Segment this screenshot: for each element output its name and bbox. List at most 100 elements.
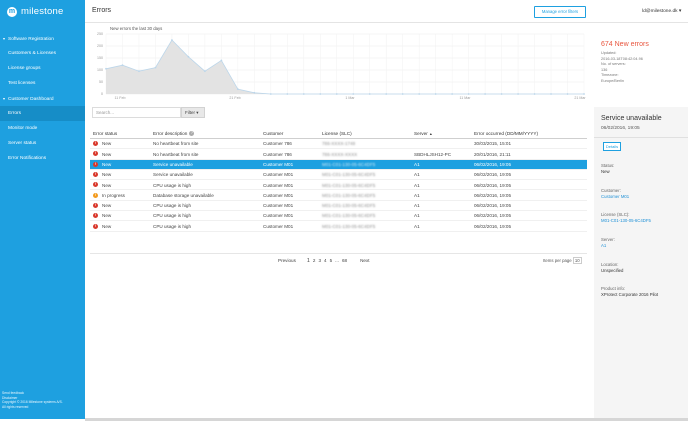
chart-area (106, 40, 584, 94)
sidebar-item-server-status[interactable]: Server status (0, 136, 85, 151)
page-link[interactable]: 3 (318, 258, 321, 263)
sidebar-item-monitor-mode[interactable]: Monitor mode (0, 121, 85, 136)
y-tick-label: 150 (97, 56, 103, 60)
chevron-down-icon: ▾ (196, 110, 199, 115)
page-link[interactable]: 68 (341, 258, 348, 263)
cell-status: New (102, 213, 112, 219)
cell-server: A1 (414, 213, 420, 219)
stats-line: No. of servers: (601, 62, 626, 67)
footer-link[interactable]: Disclaimer (2, 395, 18, 400)
data-point (368, 93, 371, 95)
detail-divider (594, 137, 688, 138)
data-point (401, 93, 404, 95)
user-menu[interactable]: ld@milestone.dk ▾ (642, 9, 681, 14)
column-license[interactable]: License (SLC) (322, 131, 352, 136)
info-icon[interactable]: ? (189, 131, 195, 137)
table-row[interactable]: ! New Service unavailable Customer M01 M01-C… (90, 170, 587, 181)
detail-field-label: Server: (601, 237, 615, 242)
page-link[interactable]: 5 (329, 258, 333, 263)
table-row[interactable]: ! New CPU usage is high Customer M01 M01-C01… (90, 221, 587, 232)
detail-title: Service unavailable (601, 115, 662, 122)
column-error-description[interactable]: Error description? (153, 131, 195, 137)
sidebar-item-customer-dashboard[interactable]: ▾ Customer Dashboard (0, 91, 85, 106)
table-row[interactable]: ! New Service unavailable Customer M01 M01-C… (90, 159, 587, 170)
column-error-occurred[interactable]: Error occurred (DD/MM/YYYY) (474, 131, 539, 136)
cell-description: CPU usage is high (153, 182, 192, 188)
data-point (236, 88, 239, 91)
footer-link[interactable]: Send feedback (2, 391, 24, 395)
cell-status: New (102, 172, 112, 178)
previous-page-link[interactable]: Previous (278, 258, 296, 263)
table-row[interactable]: ! New CPU usage is high Customer M01 M01-C01… (90, 201, 587, 212)
header-divider (85, 22, 688, 23)
page-link[interactable]: 4 (324, 258, 327, 263)
table-row[interactable]: ! In progress Database storage unavailable… (90, 190, 587, 201)
next-page-link[interactable]: Next (360, 258, 370, 263)
detail-field: Location: Unspecified (601, 262, 623, 275)
table-row[interactable]: ! New No heartbeat from site Customer 786 78… (90, 139, 587, 150)
x-tick-label: 21 Mar (574, 96, 586, 100)
cell-occurred: 06/02/2016, 19:05 (474, 182, 512, 188)
error-icon: ! (93, 172, 98, 178)
stats-line: 2016-03-18T08:42:04.96 (601, 56, 643, 61)
data-point (121, 64, 124, 67)
sidebar-item-license-groups[interactable]: License groups (0, 61, 85, 76)
details-button[interactable]: Details (603, 142, 621, 151)
detail-field-value[interactable]: A1 (601, 243, 607, 249)
cell-customer: Customer M01 (263, 161, 294, 167)
chart-title: New errors the last 30 days (110, 26, 163, 31)
cell-customer: Customer 786 (263, 151, 292, 157)
sidebar-item-customers-licenses[interactable]: Customers & Licenses (0, 46, 85, 61)
data-point (154, 66, 157, 69)
sidebar-item-test-licenses[interactable]: Test licenses (0, 76, 85, 91)
cell-customer: Customer M01 (263, 223, 294, 229)
items-per-page[interactable]: Items per page 10 (543, 257, 582, 264)
data-point (203, 70, 206, 73)
column-customer[interactable]: Customer (263, 131, 284, 136)
detail-field-value[interactable]: M01-C01-130-05-6C4DF5 (601, 218, 651, 224)
user-email: ld@milestone.dk (642, 9, 678, 14)
milestone-logo[interactable]: m milestone (7, 6, 63, 17)
page-link[interactable]: 1 (306, 258, 310, 264)
sidebar-item-software-registration[interactable]: ▾ Software Registration (0, 31, 85, 46)
detail-field-value[interactable]: Customer M01 (601, 194, 630, 200)
search-input[interactable]: Search... (92, 107, 181, 118)
cell-status: New (102, 223, 112, 229)
data-point (484, 93, 487, 95)
sidebar-item-errors[interactable]: Errors (0, 106, 85, 121)
detail-field-label: Product info: (601, 286, 626, 291)
column-server[interactable]: Server ▲ (414, 131, 433, 136)
data-point (220, 59, 223, 62)
cell-license: M01-C01-130-05-6C4DF5 (322, 172, 376, 178)
cell-description: Database storage unavailable (153, 192, 214, 198)
error-icon: ! (93, 182, 98, 188)
sidebar: m milestone ▾ Software Registration Custom… (0, 0, 85, 419)
y-tick-label: 50 (99, 80, 103, 84)
table-row[interactable]: ! New CPU usage is high Customer M01 M01-C01… (90, 180, 587, 191)
detail-field-value: XProtect Corporate 2016 Pilot (601, 292, 659, 298)
footer-copyright: Copyright © 2016 Milestone systems A/S. (2, 400, 63, 405)
filter-dropdown[interactable]: Filter ▾ (181, 107, 205, 118)
error-detail-panel: Service unavailable 06/02/2016, 19:05 De… (594, 107, 688, 419)
cell-description: Service unavailable (153, 161, 193, 167)
stats-line: Timezone: (601, 73, 619, 78)
table-row[interactable]: ! New No heartbeat from site Customer 786 78… (90, 149, 587, 160)
cell-server: A1 (414, 203, 420, 209)
cell-status: New (102, 203, 112, 209)
table-row[interactable]: ! New CPU usage is high Customer M01 M01-C01… (90, 211, 587, 222)
horizontal-scrollbar[interactable] (85, 418, 688, 421)
data-point (335, 93, 338, 95)
column-error-status[interactable]: Error status (93, 131, 118, 136)
cell-license: M01-C01-130-05-6C4DF5 (322, 182, 376, 188)
error-icon: ! (93, 202, 98, 208)
detail-field-label: Location: (601, 262, 619, 267)
page-link[interactable]: 2 (312, 258, 316, 263)
manage-error-filters-button[interactable]: Manage error filters (534, 6, 586, 18)
pagination: Previous 1 2 3 4 5... 68 Next (278, 258, 373, 264)
data-point (352, 93, 355, 95)
sidebar-footer: Send feedback Disclaimer Copyright © 2016 … (2, 391, 63, 409)
sidebar-item-label: License groups (8, 66, 41, 71)
error-icon: ! (93, 161, 98, 167)
items-per-page-select[interactable]: 10 (572, 257, 582, 264)
sidebar-item-error-notifications[interactable]: Error Notifications (0, 151, 85, 166)
